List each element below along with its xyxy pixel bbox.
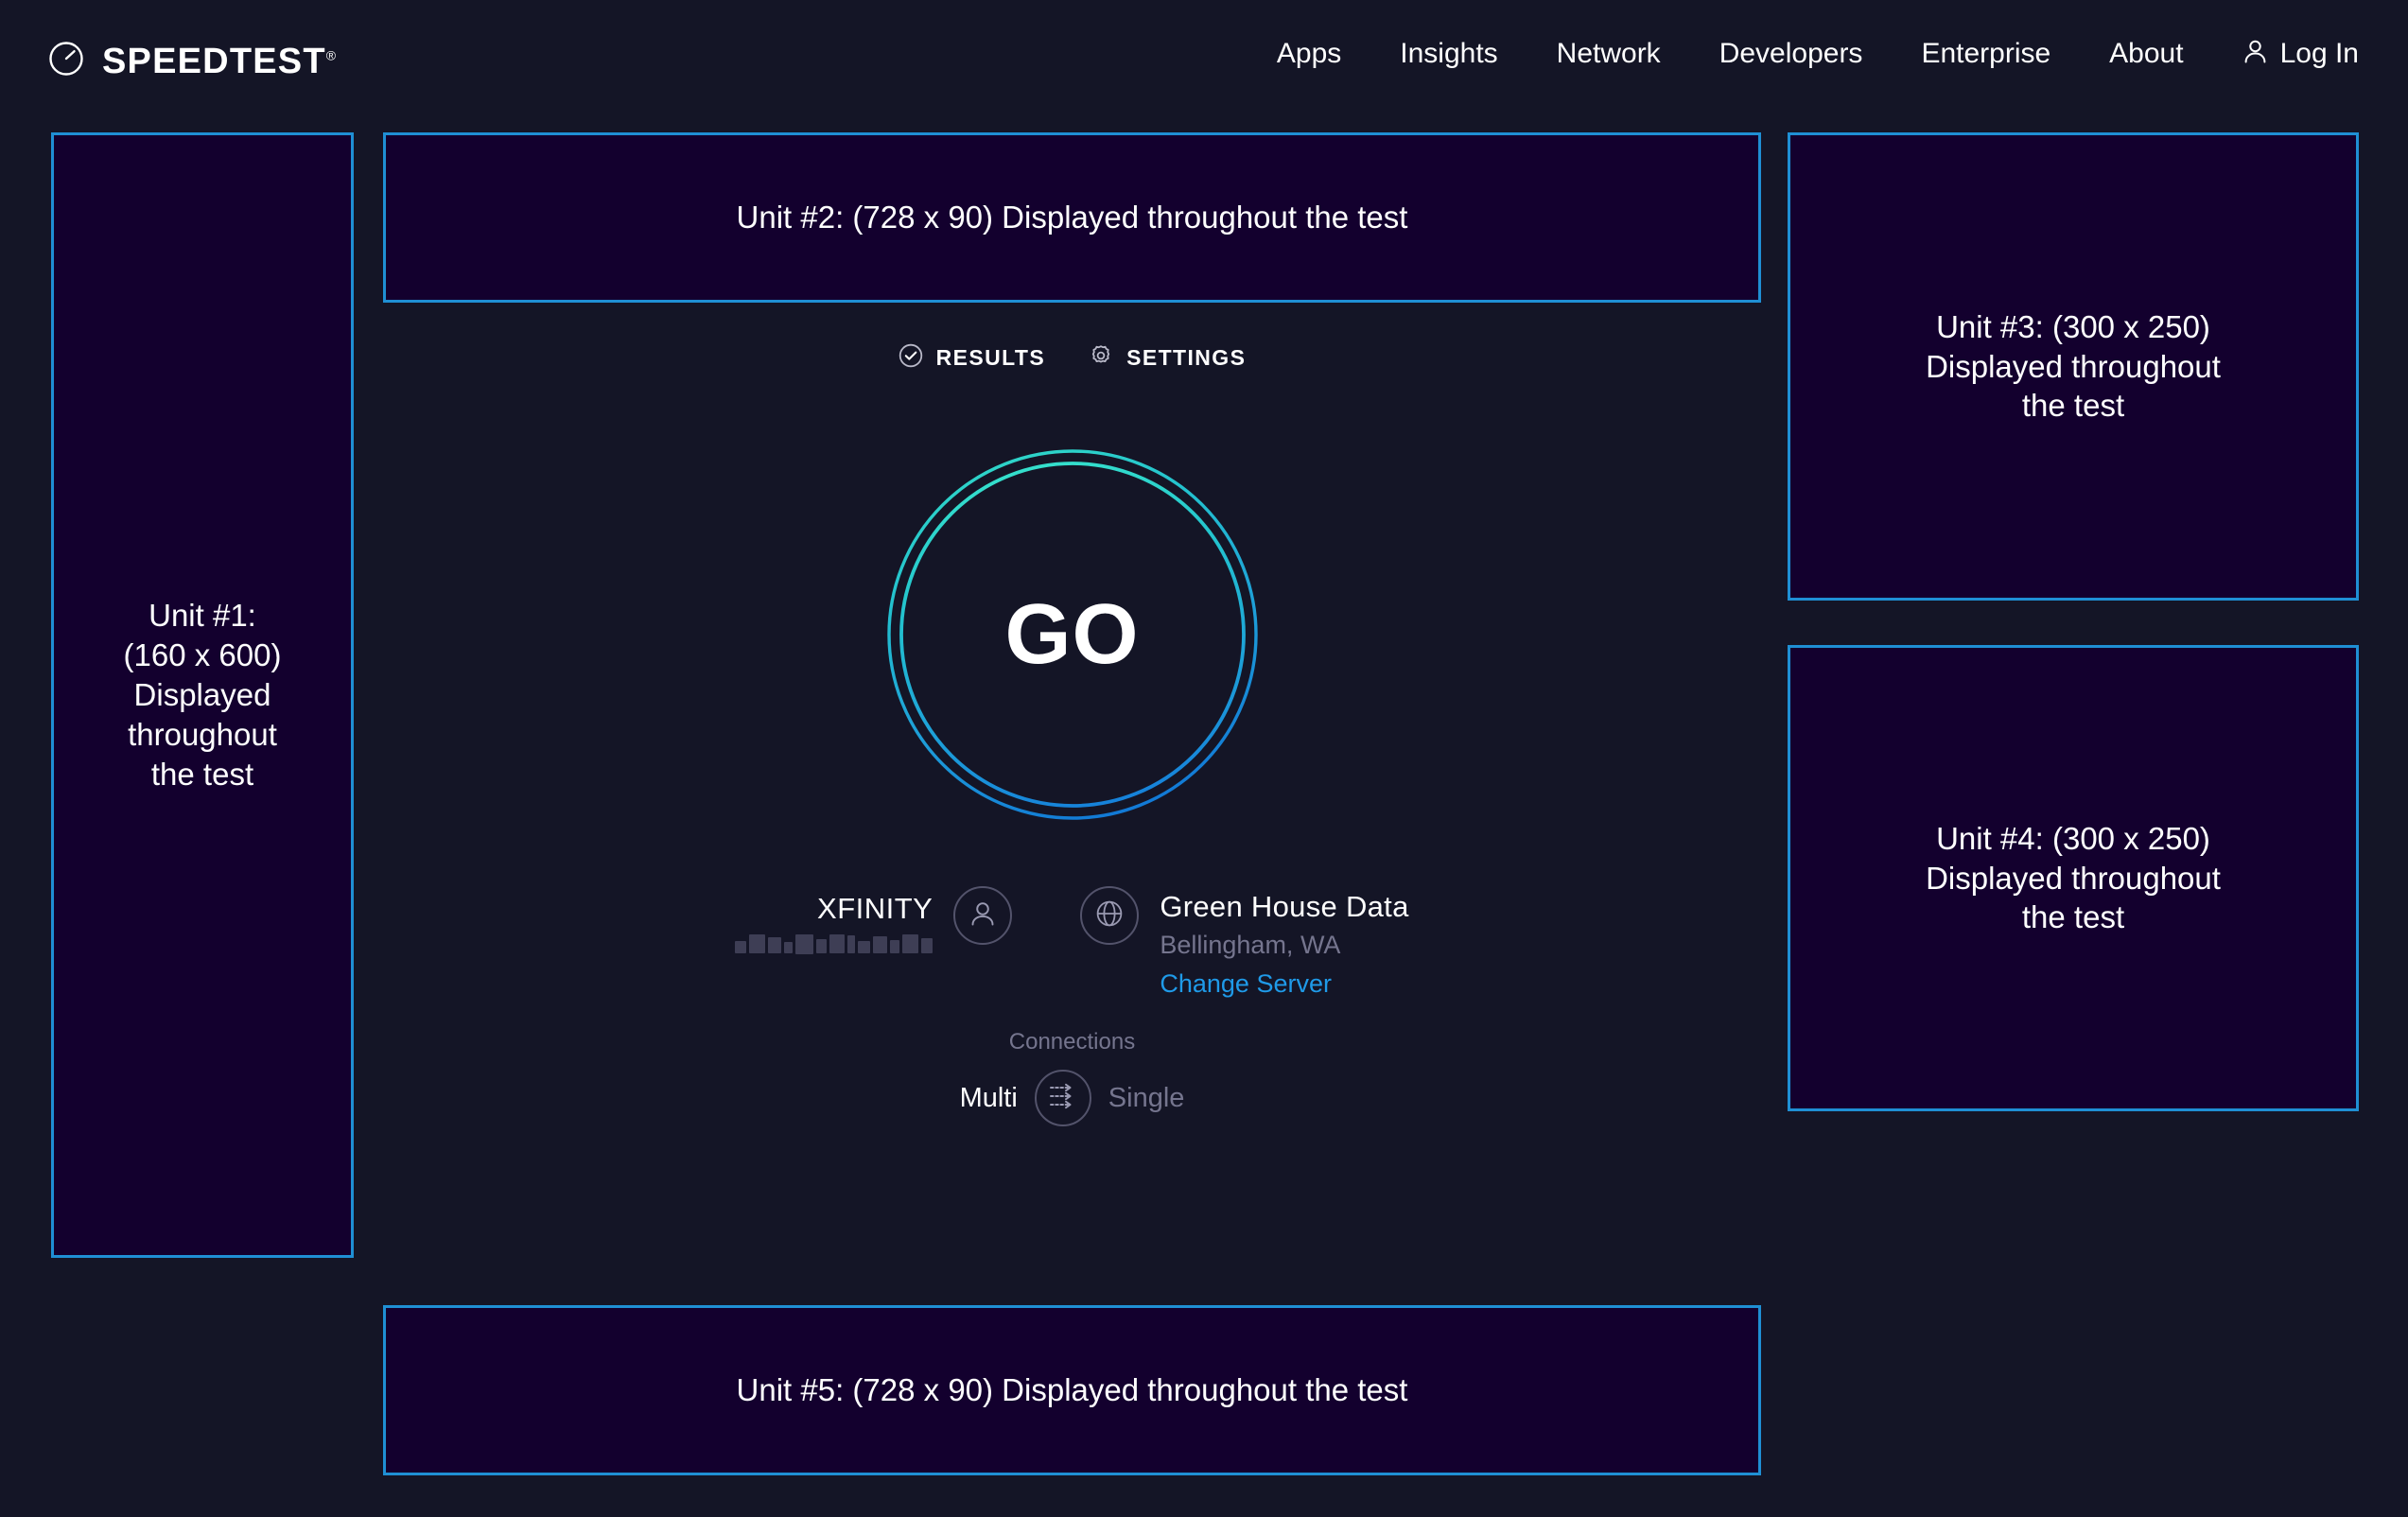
server-block[interactable]: Green House Data Bellingham, WA Change S… bbox=[1080, 886, 1408, 999]
ip-block bbox=[921, 937, 934, 953]
gear-icon bbox=[1089, 343, 1113, 373]
nav-item-apps[interactable]: Apps bbox=[1276, 37, 1342, 69]
tab-results[interactable]: RESULTS bbox=[899, 343, 1045, 373]
ad-line: Unit #4: (300 x 250) bbox=[1936, 820, 2210, 856]
go-button-rings bbox=[886, 449, 1258, 820]
connections-option-single[interactable]: Single bbox=[1108, 1082, 1185, 1113]
ip-block bbox=[858, 940, 871, 953]
go-button[interactable]: GO bbox=[883, 445, 1262, 824]
ad-unit-3-text: Unit #3: (300 x 250) Displayed throughou… bbox=[1926, 307, 2221, 427]
ad-unit-5[interactable]: Unit #5: (728 x 90) Displayed throughout… bbox=[383, 1305, 1761, 1475]
nav-item-network[interactable]: Network bbox=[1556, 37, 1661, 69]
tab-results-label: RESULTS bbox=[935, 345, 1046, 370]
connections-label: Connections bbox=[1008, 1029, 1136, 1055]
ip-block bbox=[749, 933, 766, 953]
ad-unit-3[interactable]: Unit #3: (300 x 250) Displayed throughou… bbox=[1788, 132, 2359, 601]
tab-settings[interactable]: SETTINGS bbox=[1089, 343, 1246, 373]
isp-user-icon-circle bbox=[953, 886, 1013, 945]
ad-unit-2-text: Unit #2: (728 x 90) Displayed throughout… bbox=[736, 200, 1408, 235]
ad-unit-1-text: Unit #1: (160 x 600) Displayed throughou… bbox=[124, 596, 282, 794]
brand-logo[interactable]: SPEEDTEST® bbox=[47, 40, 336, 82]
test-tabs: RESULTS SETTINGS bbox=[383, 343, 1761, 373]
isp-name: XFINITY bbox=[817, 892, 934, 925]
ad-line: the test bbox=[2021, 388, 2125, 424]
ip-block bbox=[890, 939, 900, 953]
ad-unit-4[interactable]: Unit #4: (300 x 250) Displayed throughou… bbox=[1788, 645, 2359, 1111]
check-circle-icon bbox=[899, 343, 923, 373]
nav-item-insights[interactable]: Insights bbox=[1400, 37, 1498, 69]
isp-ip-redacted bbox=[735, 933, 934, 955]
connections-option-multi[interactable]: Multi bbox=[959, 1082, 1018, 1113]
ad-line: Displayed throughout bbox=[1926, 860, 2221, 896]
login-label: Log In bbox=[2279, 37, 2359, 69]
ip-block bbox=[735, 940, 747, 953]
change-server-link[interactable]: Change Server bbox=[1160, 969, 1332, 999]
ad-line: Unit #1: bbox=[148, 598, 256, 634]
ad-line: the test bbox=[150, 756, 254, 792]
connections-toggle-button[interactable] bbox=[1034, 1070, 1091, 1127]
nav-item-enterprise[interactable]: Enterprise bbox=[1921, 37, 2051, 69]
main-navigation: Apps Insights Network Developers Enterpr… bbox=[1277, 38, 2359, 69]
ad-line: Unit #3: (300 x 250) bbox=[1936, 308, 2210, 344]
ad-unit-2[interactable]: Unit #2: (728 x 90) Displayed throughout… bbox=[383, 132, 1761, 303]
connection-info: XFINITY bbox=[383, 886, 1761, 999]
ad-line: the test bbox=[2021, 899, 2125, 935]
server-texts: Green House Data Bellingham, WA Change S… bbox=[1160, 886, 1408, 999]
brand-trademark: ® bbox=[325, 46, 337, 62]
ad-line: Displayed bbox=[133, 677, 271, 713]
ad-line: throughout bbox=[128, 716, 277, 752]
nav-item-about[interactable]: About bbox=[2109, 37, 2184, 69]
globe-icon bbox=[1094, 898, 1125, 933]
multi-arrows-icon bbox=[1048, 1083, 1078, 1114]
user-icon bbox=[2242, 38, 2268, 69]
ad-unit-4-text: Unit #4: (300 x 250) Displayed throughou… bbox=[1926, 819, 2221, 938]
connections-toggle: Multi Single bbox=[383, 1070, 1761, 1127]
user-icon bbox=[968, 898, 997, 933]
speedometer-icon bbox=[47, 40, 85, 82]
isp-texts: XFINITY bbox=[735, 886, 934, 955]
speedtest-main: RESULTS SETTINGS bbox=[383, 312, 1761, 1127]
ip-block bbox=[768, 936, 782, 953]
tab-settings-label: SETTINGS bbox=[1126, 345, 1247, 370]
nav-item-developers[interactable]: Developers bbox=[1719, 37, 1863, 69]
ip-block bbox=[847, 934, 856, 953]
server-globe-icon-circle bbox=[1080, 886, 1140, 945]
connections-section: Connections Multi Sin bbox=[383, 1029, 1761, 1127]
ip-block bbox=[829, 933, 846, 953]
server-name: Green House Data bbox=[1160, 890, 1409, 923]
ip-block bbox=[816, 938, 828, 953]
go-button-label: GO bbox=[1004, 586, 1140, 682]
ad-line: (160 x 600) bbox=[123, 637, 282, 673]
ad-unit-1[interactable]: Unit #1: (160 x 600) Displayed throughou… bbox=[51, 132, 354, 1258]
ip-block bbox=[784, 941, 794, 953]
isp-block[interactable]: XFINITY bbox=[735, 886, 1013, 955]
ad-unit-5-text: Unit #5: (728 x 90) Displayed throughout… bbox=[736, 1372, 1408, 1408]
ad-line: Displayed throughout bbox=[1926, 348, 2221, 384]
login-button[interactable]: Log In bbox=[2242, 38, 2359, 69]
server-location: Bellingham, WA bbox=[1160, 930, 1341, 959]
ip-block bbox=[873, 935, 888, 953]
brand-name: SPEEDTEST® bbox=[102, 44, 336, 79]
site-header: SPEEDTEST® Apps Insights Network Develop… bbox=[0, 0, 2408, 129]
ip-block bbox=[902, 933, 919, 953]
brand-name-text: SPEEDTEST bbox=[102, 41, 326, 81]
ip-block bbox=[795, 933, 814, 954]
